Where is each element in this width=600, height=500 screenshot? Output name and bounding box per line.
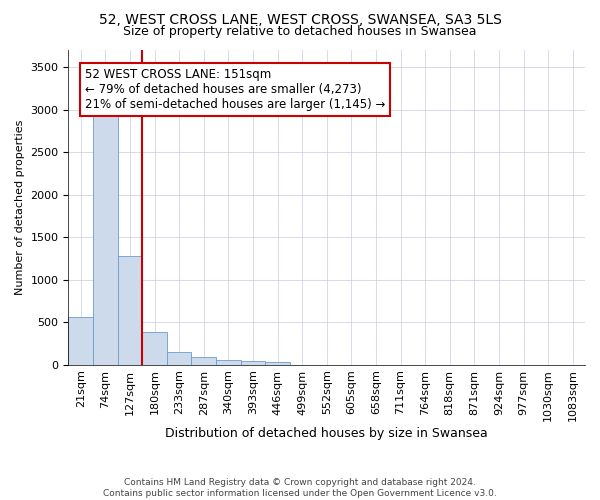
- Bar: [68, 317, 93, 364]
- Text: Size of property relative to detached houses in Swansea: Size of property relative to detached ho…: [123, 25, 477, 38]
- Bar: [216, 360, 241, 364]
- Text: 52, WEST CROSS LANE, WEST CROSS, SWANSEA, SA3 5LS: 52, WEST CROSS LANE, WEST CROSS, SWANSEA…: [98, 12, 502, 26]
- Text: Contains HM Land Registry data © Crown copyright and database right 2024.
Contai: Contains HM Land Registry data © Crown c…: [103, 478, 497, 498]
- Y-axis label: Number of detached properties: Number of detached properties: [15, 120, 25, 295]
- Bar: [265, 362, 290, 364]
- Bar: [93, 108, 118, 364]
- X-axis label: Distribution of detached houses by size in Swansea: Distribution of detached houses by size …: [166, 427, 488, 440]
- Bar: [118, 256, 142, 364]
- Bar: [142, 332, 167, 364]
- Bar: [191, 358, 216, 364]
- Bar: [167, 352, 191, 364]
- Bar: [241, 361, 265, 364]
- Text: 52 WEST CROSS LANE: 151sqm
← 79% of detached houses are smaller (4,273)
21% of s: 52 WEST CROSS LANE: 151sqm ← 79% of deta…: [85, 68, 386, 111]
